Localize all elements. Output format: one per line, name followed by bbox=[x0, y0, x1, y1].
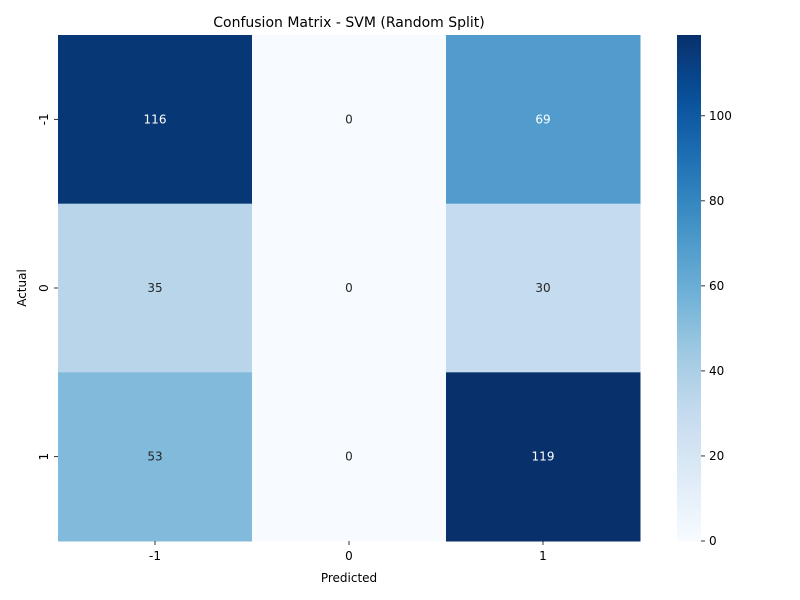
cell-value-label-r0-c2: 69 bbox=[535, 112, 550, 126]
y-axis-label: Actual bbox=[15, 269, 29, 307]
cell-value-label-r2-c1: 0 bbox=[345, 450, 353, 464]
heatmap-cells bbox=[58, 35, 641, 542]
cell-value-label-r2-c2: 119 bbox=[532, 450, 555, 464]
x-tick-label: 0 bbox=[345, 549, 353, 563]
y-tick-label: 1 bbox=[37, 453, 51, 461]
y-tick-label: -1 bbox=[37, 113, 51, 125]
heatmap-cell-r0-c2 bbox=[446, 35, 641, 205]
heatmap-cell-r2-c1 bbox=[252, 372, 447, 542]
x-axis-ticks: -1 0 1 bbox=[149, 541, 547, 563]
colorbar-tick-label: 100 bbox=[709, 109, 732, 123]
colorbar bbox=[677, 35, 701, 541]
colorbar-tick-label: 40 bbox=[709, 364, 724, 378]
heatmap-cell-r0-c0 bbox=[58, 35, 253, 205]
x-tick-label: -1 bbox=[149, 549, 161, 563]
heatmap-cell-r2-c0 bbox=[58, 372, 253, 542]
y-tick-label: 0 bbox=[37, 284, 51, 292]
cell-value-label-r1-c2: 30 bbox=[535, 281, 550, 295]
chart-title: Confusion Matrix - SVM (Random Split) bbox=[213, 15, 485, 31]
colorbar-ticks: 0 20 40 60 80 100 bbox=[701, 109, 732, 548]
colorbar-tick-label: 0 bbox=[709, 534, 717, 548]
heatmap-cell-r2-c2 bbox=[446, 372, 641, 542]
heatmap-cell-r1-c2 bbox=[446, 203, 641, 373]
y-axis-ticks: -1 0 1 bbox=[37, 113, 58, 460]
colorbar-tick-label: 80 bbox=[709, 194, 724, 208]
heatmap-cell-r1-c0 bbox=[58, 203, 253, 373]
cell-value-label-r1-c0: 35 bbox=[147, 281, 162, 295]
colorbar-tick-label: 20 bbox=[709, 449, 724, 463]
cell-value-label-r0-c0: 116 bbox=[144, 112, 167, 126]
cell-value-label-r2-c0: 53 bbox=[147, 450, 162, 464]
x-axis-label: Predicted bbox=[321, 571, 377, 585]
colorbar-tick-label: 60 bbox=[709, 279, 724, 293]
x-tick-label: 1 bbox=[539, 549, 547, 563]
heatmap-cell-r1-c1 bbox=[252, 203, 447, 373]
heatmap-value-labels: 116 0 69 35 0 30 53 0 119 bbox=[144, 112, 555, 463]
cell-value-label-r0-c1: 0 bbox=[345, 112, 353, 126]
cell-value-label-r1-c1: 0 bbox=[345, 281, 353, 295]
heatmap-cell-r0-c1 bbox=[252, 35, 447, 205]
